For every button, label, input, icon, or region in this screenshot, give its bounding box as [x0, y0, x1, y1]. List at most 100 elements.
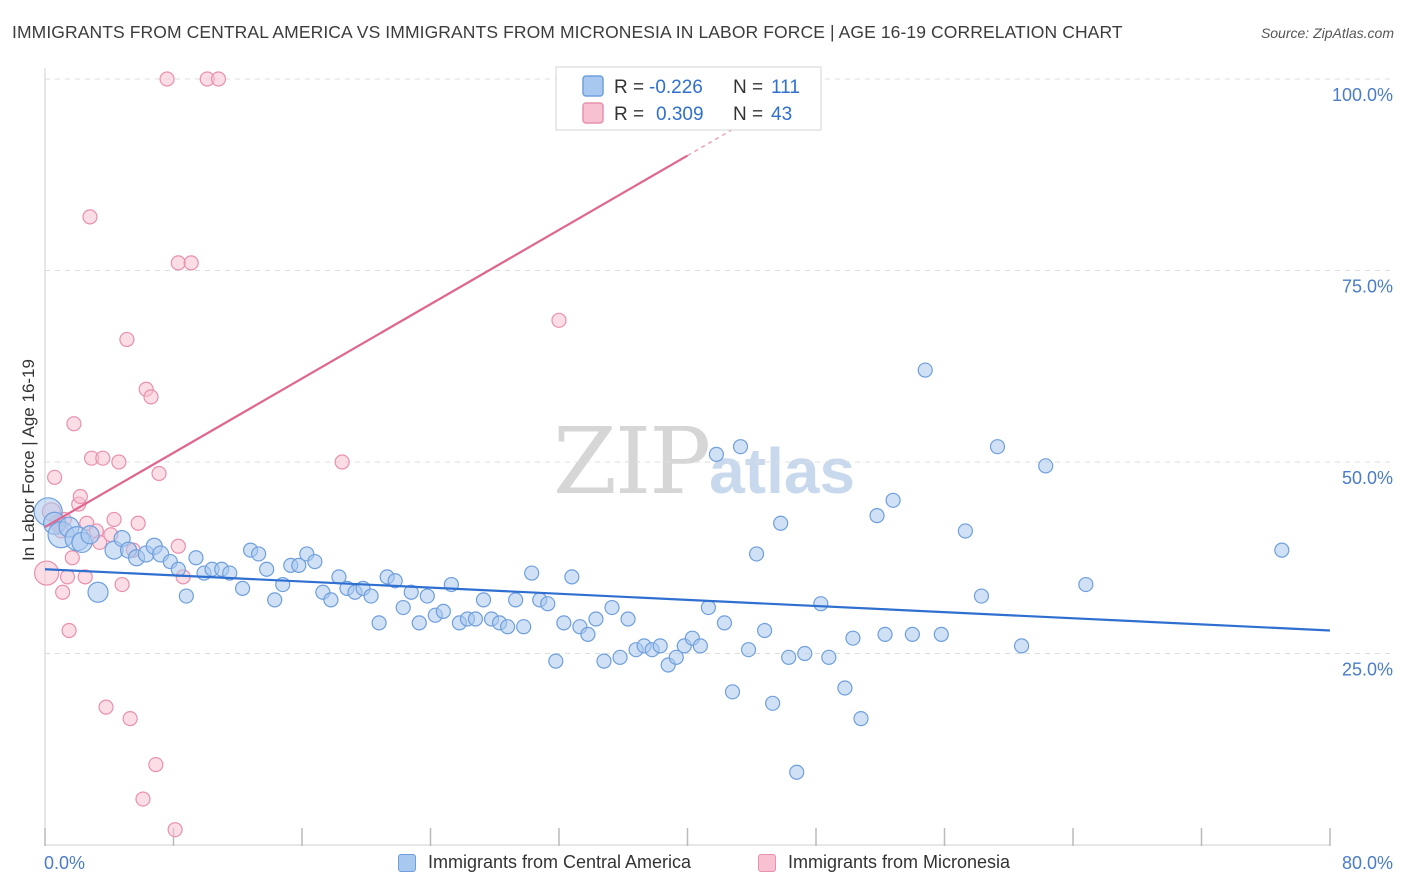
- data-point-central-america: [291, 557, 307, 574]
- legend-item-central-america: Immigrants from Central America: [398, 852, 691, 873]
- data-point-central-america: [789, 764, 805, 780]
- data-point-central-america: [323, 592, 339, 608]
- data-point-central-america: [500, 619, 516, 635]
- data-point-central-america: [692, 638, 708, 654]
- data-point-central-america: [756, 622, 773, 639]
- data-point-central-america: [765, 695, 781, 711]
- data-point-central-america: [748, 546, 765, 562]
- y-axis-label: In Labor Force | Age 16-19: [19, 359, 38, 561]
- data-point-micronesia: [34, 560, 60, 586]
- gridlines: [45, 78, 1392, 654]
- data-point-micronesia: [77, 569, 93, 585]
- data-point-central-america: [363, 588, 379, 604]
- data-point-micronesia: [106, 511, 122, 528]
- series-micronesia: [34, 71, 567, 838]
- y-tick-label: 75.0%: [1342, 277, 1393, 297]
- data-point-central-america: [781, 649, 797, 665]
- legend-swatch-blue: [582, 75, 604, 97]
- trend-line-central-america: [44, 568, 1331, 632]
- data-point-central-america: [178, 588, 194, 604]
- legend-label-micronesia: Immigrants from Micronesia: [788, 852, 1011, 872]
- trend-lines: [44, 99, 1331, 632]
- legend-label-central-america: Immigrants from Central America: [428, 852, 692, 872]
- legend-swatch-pink: [582, 102, 604, 124]
- x-tick-labels: 0.0% 80.0%: [44, 853, 1393, 873]
- data-point-central-america: [957, 523, 973, 539]
- data-point-central-america: [403, 584, 419, 600]
- data-point-micronesia: [167, 822, 183, 838]
- data-point-micronesia: [135, 791, 151, 807]
- source-credit: Source: ZipAtlas.com: [1260, 25, 1394, 41]
- data-point-central-america: [188, 550, 204, 566]
- chart-title: IMMIGRANTS FROM CENTRAL AMERICA VS IMMIG…: [12, 22, 1123, 42]
- data-point-micronesia: [59, 569, 76, 585]
- data-point-central-america: [588, 611, 604, 627]
- data-point-micronesia: [183, 255, 199, 271]
- data-point-micronesia: [64, 550, 80, 566]
- data-point-central-america: [467, 611, 484, 627]
- legend-swatch-central-america: [398, 853, 416, 872]
- legend-n-label-pink: N =: [733, 104, 763, 125]
- data-point-central-america: [475, 592, 492, 608]
- data-point-central-america: [222, 565, 238, 581]
- data-point-micronesia: [111, 454, 127, 470]
- data-point-micronesia: [170, 255, 186, 271]
- data-point-central-america: [1274, 542, 1290, 558]
- data-point-central-america: [989, 439, 1006, 455]
- legend-n-value-pink: 43: [771, 104, 792, 125]
- data-point-micronesia: [170, 538, 186, 554]
- data-point-central-america: [885, 492, 901, 508]
- data-point-micronesia: [98, 699, 114, 715]
- y-tick-label: 50.0%: [1342, 468, 1393, 488]
- legend-n-value-blue: 111: [771, 77, 800, 98]
- data-point-central-america: [435, 603, 451, 619]
- data-point-central-america: [251, 546, 267, 562]
- data-point-micronesia: [119, 331, 135, 348]
- data-point-central-america: [556, 615, 572, 631]
- data-point-micronesia: [151, 465, 167, 482]
- trend-line-micronesia: [44, 154, 689, 529]
- data-point-central-america: [580, 626, 596, 642]
- data-point-micronesia: [143, 389, 159, 405]
- data-point-central-america: [904, 626, 920, 642]
- data-point-central-america: [933, 626, 949, 642]
- data-point-micronesia: [130, 515, 146, 531]
- data-point-micronesia: [82, 209, 98, 225]
- data-point-central-america: [716, 615, 733, 631]
- legend-item-micronesia: Immigrants from Micronesia: [758, 852, 1010, 873]
- data-point-central-america: [973, 588, 990, 604]
- data-point-central-america: [724, 684, 741, 700]
- data-point-central-america: [700, 599, 716, 616]
- data-point-central-america: [564, 569, 580, 585]
- data-point-central-america: [604, 599, 620, 616]
- data-point-central-america: [877, 626, 893, 642]
- data-point-central-america: [80, 525, 100, 545]
- data-point-central-america: [1078, 576, 1094, 593]
- data-point-central-america: [419, 588, 435, 604]
- data-point-central-america: [1013, 638, 1030, 654]
- legend-n-label-blue: N =: [733, 77, 763, 98]
- data-point-central-america: [307, 553, 323, 570]
- data-point-central-america: [411, 615, 427, 631]
- data-point-central-america: [387, 573, 403, 589]
- data-point-micronesia: [66, 416, 82, 432]
- legend-swatch-micronesia: [758, 853, 776, 872]
- data-point-central-america: [740, 642, 757, 658]
- data-point-central-america: [732, 439, 749, 455]
- data-point-central-america: [267, 592, 283, 608]
- data-point-central-america: [516, 619, 532, 635]
- data-point-micronesia: [47, 469, 63, 485]
- data-point-central-america: [371, 615, 387, 631]
- data-point-micronesia: [334, 454, 350, 470]
- data-point-central-america: [612, 649, 628, 665]
- data-point-central-america: [869, 508, 885, 524]
- data-point-central-america: [548, 653, 564, 669]
- data-point-central-america: [652, 638, 668, 654]
- x-tick-label: 0.0%: [44, 853, 85, 873]
- data-point-micronesia: [55, 584, 71, 600]
- data-point-central-america: [524, 565, 540, 581]
- data-point-micronesia: [551, 312, 567, 328]
- y-tick-label: 25.0%: [1342, 660, 1393, 680]
- data-point-central-america: [821, 649, 837, 665]
